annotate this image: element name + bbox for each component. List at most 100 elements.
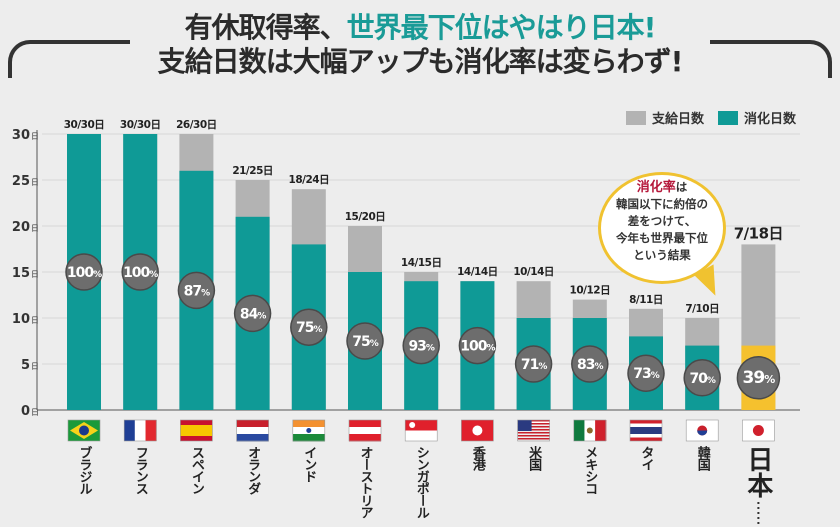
rate-badge [290,308,328,346]
rate-label: 83% [577,357,603,373]
hongkong-flag [461,419,494,442]
rate-label: 100% [460,339,495,355]
data-label: 10/12日 [570,285,611,297]
category-label: スペイン [188,446,204,494]
legend-label-used: 消化日数 [743,112,796,127]
legend-given: 支給日数 [625,108,704,127]
data-label: 14/14日 [457,266,498,278]
rate-label: 84% [240,306,266,322]
data-label: 26/30日 [176,119,217,131]
rate-badge [65,253,103,291]
netherlands-flag [236,419,269,442]
rate-badge [121,253,159,291]
category-label: 日本 [742,446,773,498]
data-label: 15/20日 [345,211,386,223]
rate-badge [177,271,216,310]
legend-used: 消化日数 [717,108,796,127]
rate-label: 100% [67,265,102,281]
thailand-flag [629,419,663,442]
india-flag [292,419,326,442]
callout-highlight: 消化率 [636,180,676,195]
y-tick-label: 10 [12,312,30,327]
y-tick-label: 20 [12,220,30,235]
data-label: 30/30日 [64,119,105,131]
y-tick-label: 0 [21,404,30,419]
data-label: 21/25日 [232,165,273,177]
y-tick-label: 15 [12,266,30,281]
y-tick-unit: 日 [31,224,39,233]
title-prefix: 有休取得率、 [184,11,348,44]
brazil-flag [67,419,101,442]
category-label: 香港 [469,446,485,470]
title-line-2: 支給日数は大幅アップも消化率は変らわず! [157,45,684,78]
callout-text: 今年も世界最下位 [616,231,708,245]
rate-badge [627,354,665,392]
rate-label: 75% [296,320,322,336]
callout-text: という結果 [633,248,691,262]
y-tick-label: 5 [21,358,30,373]
rate-label: 71% [521,357,547,373]
rate-badge [346,322,384,360]
japan-flag [742,419,775,442]
singapore-flag [404,419,438,442]
rate-label: 73% [633,366,659,382]
category-label: ブラジル [76,446,92,494]
rate-label: 100% [123,265,158,281]
title-accent: 世界最下位はやはり日本! [346,11,657,44]
y-tick-unit: 日 [31,408,39,417]
y-tick-label: 25 [12,174,30,189]
y-tick-unit: 日 [31,362,39,371]
france-flag [123,419,157,442]
mexico-flag [573,419,607,442]
category-label: 米国 [526,446,542,470]
callout-text: 差をつけて、 [627,214,697,228]
rate-badge [683,359,721,397]
category-label: オランダ [245,446,261,494]
rate-label: 87% [184,283,210,299]
callout-text: 韓国以下に約倍の [616,197,708,211]
data-label: 7/18日 [734,224,783,242]
usa-flag [517,419,550,442]
rate-badge [458,326,497,365]
data-label: 10/14日 [513,266,554,278]
rate-badge [514,345,553,383]
rate-badge [571,345,609,383]
legend-label-given: 支給日数 [651,112,704,127]
category-label: フランス [132,446,148,494]
korea-flag [685,419,719,442]
spain-flag [180,419,213,442]
y-tick-unit: 日 [31,132,39,141]
title-line-1: 有休取得率、世界最下位はやはり日本! [0,6,840,46]
y-tick-unit: 日 [31,316,39,325]
rate-badge [736,356,781,400]
rate-label: 39% [743,368,776,388]
rate-label: 70% [689,371,715,387]
austria-flag [348,419,382,442]
data-label: 30/30日 [120,119,161,131]
rate-badge [402,326,440,365]
callout-bubble: 消化率は 韓国以下に約倍の 差をつけて、 今年も世界最下位 という結果 [598,172,726,284]
data-label: 18/24日 [289,174,330,186]
data-label: 14/15日 [401,257,442,269]
data-label: 7/10日 [685,303,719,315]
category-label: メキシコ [582,446,598,494]
left-bracket [8,40,130,78]
legend-swatch-given [625,111,646,125]
callout-text: は [675,180,688,194]
category-label: オーストリア [357,446,373,518]
rate-label: 75% [352,334,378,350]
data-label: 8/11日 [629,294,663,306]
category-label: タイ [638,446,654,470]
rate-badge [233,294,272,333]
y-tick-unit: 日 [31,178,39,187]
legend: 支給日数 消化日数 [625,108,796,127]
y-tick-unit: 日 [31,270,39,279]
category-label: インド [301,446,317,482]
category-label: 韓国 [694,446,710,470]
category-label: シンガポール [413,446,429,518]
legend-swatch-used [717,111,738,125]
right-bracket [710,40,832,78]
rate-label: 93% [408,339,434,355]
